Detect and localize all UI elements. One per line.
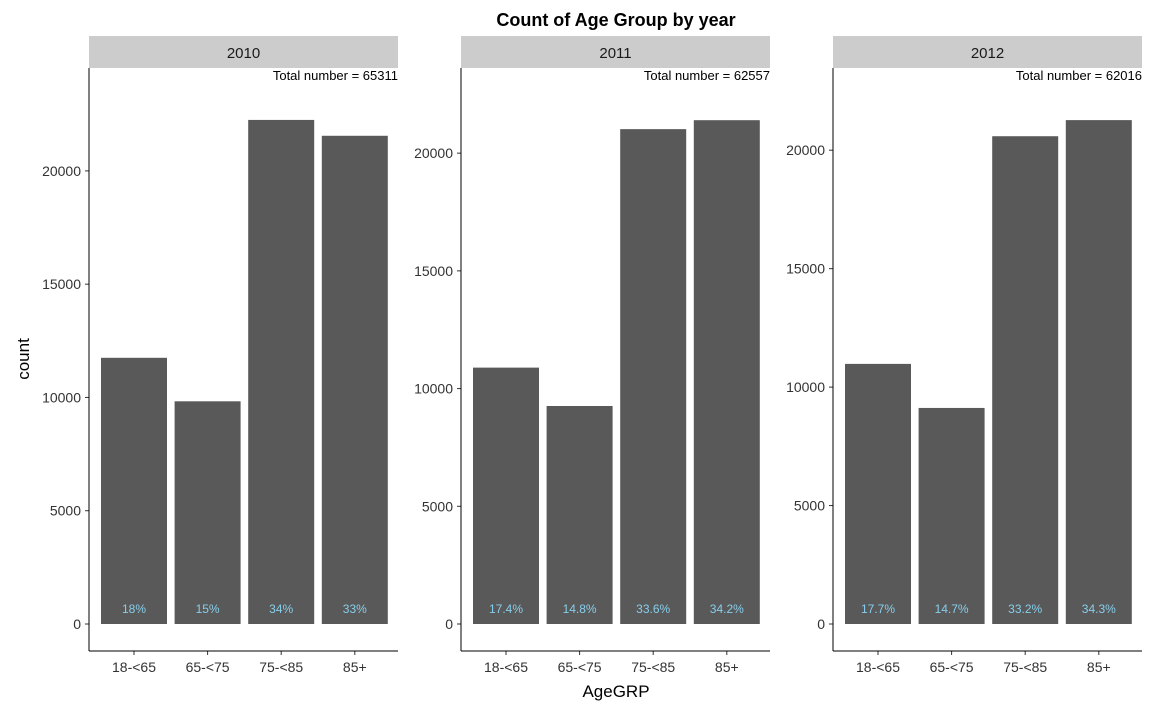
y-tick-label: 10000 <box>786 379 825 395</box>
percent-label: 33.2% <box>1008 602 1042 616</box>
x-tick-label: 18-<65 <box>856 659 900 675</box>
y-tick-label: 5000 <box>50 503 81 519</box>
facet-strip-label: 2011 <box>599 45 631 62</box>
x-tick-label: 85+ <box>1087 659 1111 675</box>
x-tick-label: 18-<65 <box>112 659 156 675</box>
facet-strip <box>833 36 1142 68</box>
percent-label: 34% <box>269 602 293 616</box>
x-tick-label: 18-<65 <box>484 659 528 675</box>
y-tick-label: 5000 <box>794 498 825 514</box>
y-tick-label: 15000 <box>414 263 453 279</box>
panel-2012: 2012 17.7% 18-<65 14.7% 65-<75 33.2% 75-<85 34.… <box>786 36 1142 675</box>
x-tick-label: 85+ <box>343 659 367 675</box>
x-tick-label: 75-<85 <box>631 659 675 675</box>
percent-label: 14.7% <box>935 602 969 616</box>
facet-strip-label: 2010 <box>227 45 260 62</box>
facet-strip <box>461 36 770 68</box>
x-tick-label: 65-<75 <box>558 659 602 675</box>
bar-2010-18-<65 <box>101 357 167 624</box>
percent-label: 34.3% <box>1082 602 1116 616</box>
bar-2011-65-<75 <box>546 405 613 624</box>
y-tick-label: 20000 <box>42 163 81 179</box>
panel-2011: 2011 17.4% 18-<65 14.8% 65-<75 33.6% 75-<85 34.… <box>414 36 770 675</box>
y-tick-label: 10000 <box>414 381 453 397</box>
percent-label: 18% <box>122 602 146 616</box>
percent-label: 34.2% <box>710 602 744 616</box>
x-tick-label: 65-<75 <box>186 659 230 675</box>
chart-panels: 2010 18% 18-<65 15% 65-<75 34% 75-<85 33% 85+ 0 50… <box>42 36 1142 675</box>
bar-2011-85+ <box>693 120 760 624</box>
bar-2011-18-<65 <box>473 367 539 624</box>
bar-2010-65-<75 <box>174 401 241 624</box>
facet-strip-label: 2012 <box>971 45 1004 62</box>
bar-2010-85+ <box>321 135 388 624</box>
percent-label: 14.8% <box>563 602 597 616</box>
bar-2010-75-<85 <box>248 119 315 624</box>
panel-2010: 2010 18% 18-<65 15% 65-<75 34% 75-<85 33% 85+ 0 50… <box>42 36 398 675</box>
total-number-label: Total number = 62557 <box>644 68 770 83</box>
y-tick-label: 0 <box>73 616 81 632</box>
y-axis-title: count <box>14 338 33 380</box>
bar-2012-75-<85 <box>992 136 1059 625</box>
facet-strip <box>89 36 398 68</box>
percent-label: 17.4% <box>489 602 523 616</box>
y-tick-label: 0 <box>445 616 453 632</box>
y-tick-label: 15000 <box>42 276 81 292</box>
y-tick-label: 5000 <box>422 498 453 514</box>
total-number-label: Total number = 65311 <box>273 68 398 83</box>
chart-title: Count of Age Group by year <box>496 10 735 30</box>
x-tick-label: 75-<85 <box>259 659 303 675</box>
x-axis-title: AgeGRP <box>582 682 649 701</box>
percent-label: 33.6% <box>636 602 670 616</box>
bar-2012-85+ <box>1065 120 1132 624</box>
percent-label: 17.7% <box>861 602 895 616</box>
bar-2012-18-<65 <box>845 363 911 624</box>
total-number-label: Total number = 62016 <box>1016 68 1142 83</box>
y-tick-label: 15000 <box>786 261 825 277</box>
y-tick-label: 20000 <box>414 145 453 161</box>
percent-label: 33% <box>343 602 367 616</box>
y-tick-label: 10000 <box>42 389 81 405</box>
x-tick-label: 75-<85 <box>1003 659 1047 675</box>
x-tick-label: 85+ <box>715 659 739 675</box>
bar-2012-65-<75 <box>918 407 985 624</box>
percent-label: 15% <box>196 602 220 616</box>
y-tick-label: 20000 <box>786 142 825 158</box>
y-tick-label: 0 <box>817 616 825 632</box>
bar-2011-75-<85 <box>620 129 687 624</box>
x-tick-label: 65-<75 <box>930 659 974 675</box>
